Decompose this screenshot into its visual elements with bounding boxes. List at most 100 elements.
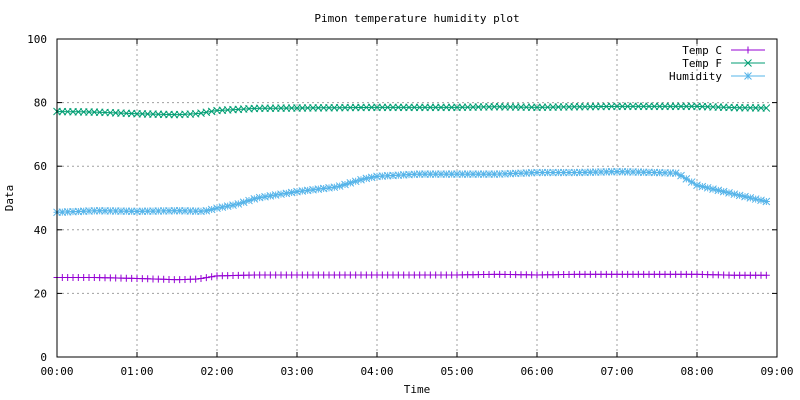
data-point — [202, 206, 211, 215]
y-tick-label: 100 — [27, 33, 47, 46]
data-point — [405, 170, 413, 179]
data-point — [469, 170, 477, 179]
data-point — [389, 171, 397, 180]
data-point — [362, 174, 371, 183]
data-point — [437, 170, 445, 179]
x-axis-label: Time — [404, 383, 431, 396]
data-point — [623, 168, 632, 176]
data-point — [399, 171, 408, 179]
data-point — [111, 207, 120, 215]
data-point — [335, 182, 344, 190]
data-point — [207, 205, 216, 214]
data-point — [58, 208, 67, 216]
data-point — [677, 171, 685, 180]
x-tick-label: 08:00 — [680, 365, 713, 378]
grid-lines — [57, 39, 777, 357]
data-point — [762, 197, 771, 206]
x-tick-label: 03:00 — [280, 365, 313, 378]
data-point — [511, 169, 520, 178]
data-point — [613, 167, 621, 176]
data-point — [581, 168, 589, 177]
data-point — [463, 170, 472, 179]
y-tick-label: 20 — [34, 287, 47, 300]
data-point — [218, 203, 227, 212]
data-point — [527, 168, 536, 177]
legend-label: Temp F — [682, 57, 722, 70]
data-point — [447, 170, 456, 179]
data-point — [341, 180, 349, 189]
x-tick-label: 07:00 — [600, 365, 633, 378]
data-point — [629, 168, 637, 176]
x-tick-label: 04:00 — [360, 365, 393, 378]
data-point — [346, 179, 355, 187]
data-point — [149, 207, 157, 215]
series-layer — [53, 102, 771, 284]
data-point — [234, 200, 243, 208]
chart-title: Pimon temperature humidity plot — [314, 12, 519, 25]
data-point — [554, 168, 563, 177]
data-point — [245, 196, 253, 205]
data-point — [453, 170, 461, 179]
data-point — [538, 168, 547, 177]
data-point — [618, 167, 627, 176]
data-point — [90, 206, 99, 215]
data-point — [202, 274, 210, 282]
data-point — [181, 207, 189, 215]
data-point — [602, 168, 611, 176]
data-point — [95, 206, 104, 215]
data-point — [101, 206, 109, 215]
data-point — [495, 170, 504, 178]
data-point — [479, 170, 488, 179]
x-tick-label: 02:00 — [200, 365, 233, 378]
data-point — [154, 207, 163, 215]
data-point — [223, 202, 232, 210]
data-point — [485, 170, 493, 179]
data-point — [517, 169, 525, 178]
series-temp-f — [53, 102, 771, 119]
data-point — [703, 183, 712, 192]
data-point — [287, 188, 296, 197]
data-point — [309, 185, 317, 194]
data-point — [645, 168, 653, 177]
legend-marker — [744, 59, 752, 67]
data-point — [63, 208, 72, 216]
data-point — [367, 173, 376, 182]
data-point — [383, 171, 392, 180]
data-point — [314, 185, 323, 193]
data-point — [655, 168, 664, 177]
data-point — [549, 168, 557, 177]
data-point — [730, 190, 739, 199]
data-point — [319, 184, 328, 193]
data-point — [522, 169, 531, 177]
data-point — [271, 191, 280, 199]
data-point — [458, 170, 467, 179]
data-point — [357, 175, 365, 184]
x-tick-label: 09:00 — [760, 365, 793, 378]
legend-marker — [744, 72, 752, 80]
data-point — [431, 170, 440, 179]
data-point — [650, 168, 659, 177]
data-point — [143, 207, 152, 216]
data-point — [250, 194, 259, 203]
data-point — [543, 168, 552, 177]
data-point — [725, 189, 733, 197]
data-point — [421, 170, 429, 179]
data-point — [751, 195, 760, 203]
data-point — [277, 190, 285, 199]
data-point — [709, 185, 717, 193]
data-point — [501, 169, 509, 178]
x-tick-label: 01:00 — [120, 365, 153, 378]
data-point — [698, 182, 707, 191]
data-point — [325, 183, 333, 192]
series-temp-c — [53, 270, 770, 284]
legend-marker — [744, 46, 752, 54]
data-point — [565, 168, 573, 177]
data-point — [282, 189, 291, 198]
data-point — [762, 104, 771, 112]
data-point — [474, 170, 483, 179]
data-point — [719, 187, 728, 196]
y-tick-label: 40 — [34, 224, 47, 237]
data-point — [741, 192, 749, 201]
